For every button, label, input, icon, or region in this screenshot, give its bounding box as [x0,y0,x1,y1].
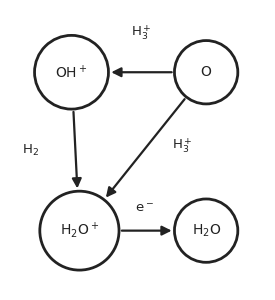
Ellipse shape [35,35,108,109]
Text: H$_2$: H$_2$ [22,142,39,158]
Ellipse shape [174,199,238,262]
Text: H$_2$O: H$_2$O [191,222,221,239]
Ellipse shape [40,191,119,270]
Text: e$^-$: e$^-$ [135,202,153,215]
Text: H$_3^+$: H$_3^+$ [131,23,152,42]
Text: H$_2$O$^+$: H$_2$O$^+$ [60,221,99,241]
Text: O: O [201,65,211,79]
Text: H$_3^+$: H$_3^+$ [172,136,192,155]
Text: OH$^+$: OH$^+$ [55,64,88,81]
Ellipse shape [174,40,238,104]
